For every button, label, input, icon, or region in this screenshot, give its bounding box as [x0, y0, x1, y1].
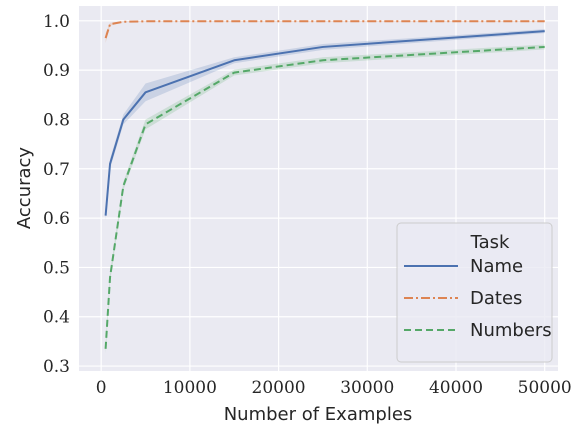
legend-label: Dates — [470, 288, 522, 309]
x-tick-label: 50000 — [518, 378, 572, 398]
y-tick-label: 0.8 — [43, 110, 70, 130]
y-tick-labels: 0.3 0.4 0.5 0.6 0.7 0.8 0.9 1.0 — [43, 12, 70, 377]
y-tick-label: 0.5 — [43, 258, 70, 278]
x-tick-labels: 0 10000 20000 30000 40000 50000 — [96, 378, 572, 398]
series-lines — [104, 20, 545, 349]
y-tick-label: 0.9 — [43, 61, 70, 81]
series-line — [104, 30, 545, 216]
y-axis-label: Accuracy — [14, 147, 35, 230]
y-tick-label: 0.7 — [43, 160, 70, 180]
legend-label: Numbers — [470, 320, 552, 341]
y-tick-label: 1.0 — [43, 12, 70, 32]
x-axis-label: Number of Examples — [224, 404, 413, 425]
legend-title: Task — [470, 232, 510, 253]
legend: Task Name Dates Numbers — [396, 222, 553, 363]
y-tick-label: 0.6 — [43, 209, 70, 229]
series-line — [104, 20, 545, 39]
x-tick-label: 10000 — [163, 378, 217, 398]
x-tick-label: 0 — [96, 378, 107, 398]
y-tick-label: 0.4 — [43, 308, 70, 328]
x-tick-label: 40000 — [429, 378, 483, 398]
series-line — [104, 45, 545, 349]
x-tick-label: 30000 — [340, 378, 394, 398]
legend-label: Name — [470, 256, 523, 277]
y-tick-label: 0.3 — [43, 357, 70, 377]
x-tick-label: 20000 — [252, 378, 306, 398]
legend-box — [396, 222, 553, 363]
